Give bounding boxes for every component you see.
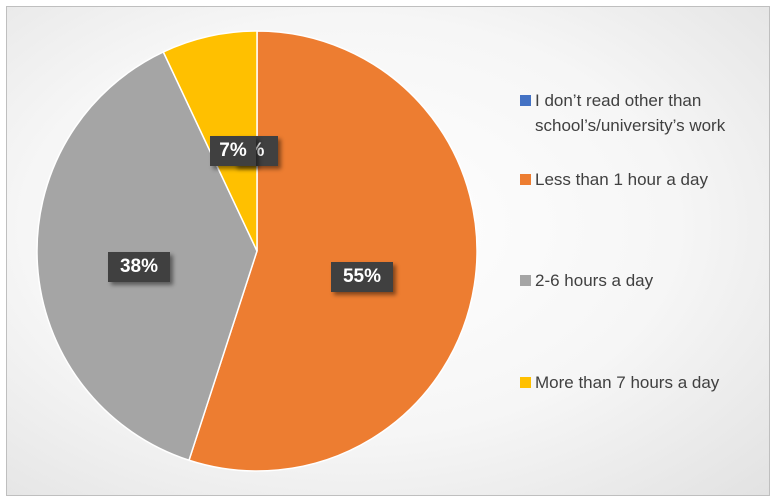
legend-label: More than 7 hours a day (535, 373, 720, 392)
legend-item-2-6-hours: 2-6 hours a day (520, 268, 760, 293)
legend-swatch (520, 95, 531, 106)
legend-item-more-than-7-hours: More than 7 hours a day (520, 370, 760, 395)
legend-item-no-reading: I don’t read other than school’s/univers… (520, 88, 760, 138)
data-label-2-6-hours: 38% (108, 252, 170, 282)
legend-swatch (520, 174, 531, 185)
legend-swatch (520, 377, 531, 388)
legend-label: Less than 1 hour a day (535, 170, 708, 189)
legend-label: I don’t read other than school’s/univers… (535, 91, 726, 135)
data-label-less-than-1-hour: 55% (331, 262, 393, 292)
legend-swatch (520, 275, 531, 286)
legend-item-less-than-1-hour: Less than 1 hour a day (520, 167, 760, 192)
data-label-more-than-7-hours: 7% (210, 136, 256, 166)
legend-label: 2-6 hours a day (535, 271, 654, 290)
